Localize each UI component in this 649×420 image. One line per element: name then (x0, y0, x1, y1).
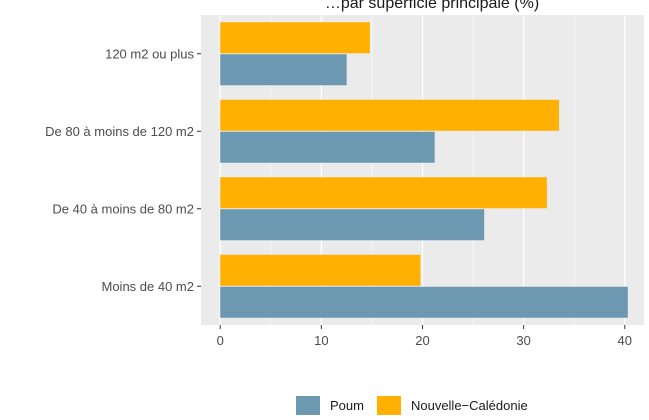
legend: Poum Nouvelle−Calédonie (296, 396, 541, 415)
legend-item-nouvelle-caledonie: Nouvelle−Calédonie (376, 396, 528, 415)
y-tick-label: De 80 à moins de 120 m2 (45, 124, 194, 139)
bar-poum (220, 209, 485, 241)
legend-swatch-nouvelle-caledonie (376, 396, 401, 415)
bar-poum (220, 54, 347, 86)
legend-item-poum: Poum (296, 396, 364, 415)
legend-swatch-poum (296, 396, 320, 415)
y-tick-label: 120 m2 ou plus (105, 46, 194, 61)
legend-label-nouvelle-caledonie: Nouvelle−Calédonie (410, 398, 528, 413)
x-axis: 0 10 20 30 40 (217, 325, 632, 348)
y-tick-label: De 40 à moins de 80 m2 (52, 201, 194, 216)
chart-title: …par superficie principale (%) (325, 0, 539, 12)
bar-nouvelle-caledonie (220, 254, 421, 286)
y-tick-label: Moins de 40 m2 (102, 279, 195, 294)
x-tick-label: 30 (516, 333, 530, 348)
x-tick-label: 10 (314, 333, 328, 348)
bar-nouvelle-caledonie (220, 99, 560, 131)
x-tick-label: 20 (415, 333, 429, 348)
x-tick-label: 40 (618, 333, 632, 348)
x-tick-label: 0 (217, 333, 224, 348)
bars (220, 22, 628, 318)
y-axis: Moins de 40 m2 De 40 à moins de 80 m2 De 8… (45, 46, 201, 294)
bar-poum (220, 286, 628, 318)
legend-label-poum: Poum (330, 398, 364, 413)
bar-nouvelle-caledonie (220, 177, 547, 209)
bar-nouvelle-caledonie (220, 22, 370, 54)
bar-poum (220, 131, 435, 163)
